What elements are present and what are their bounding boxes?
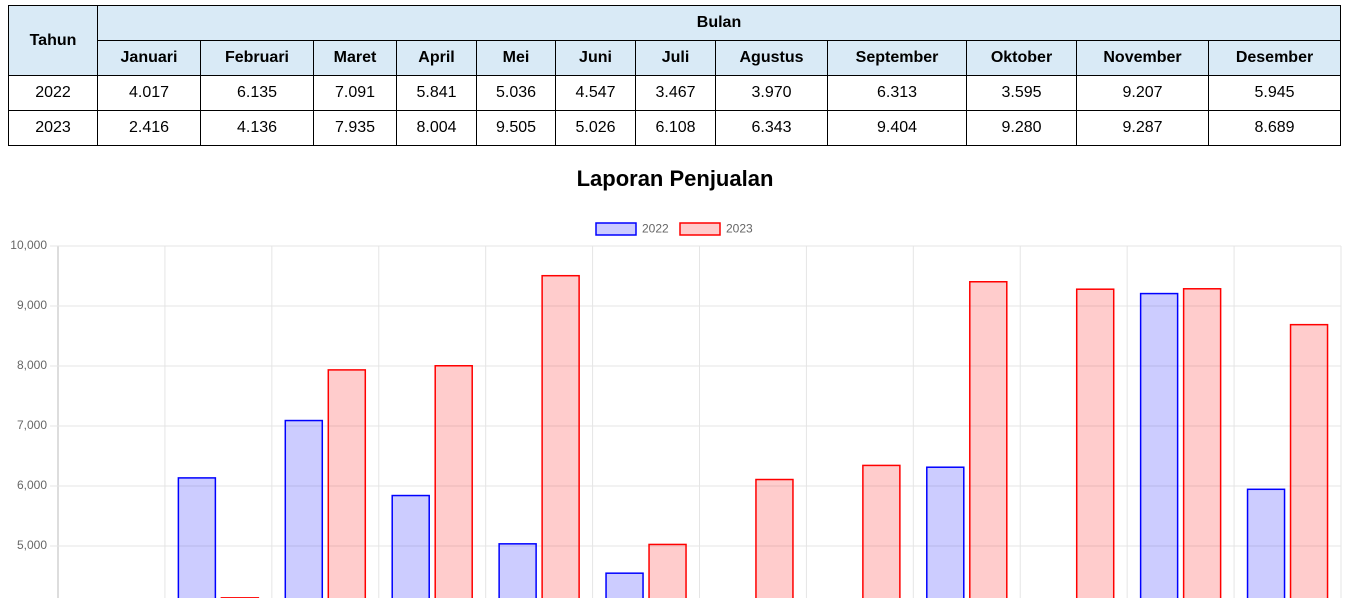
bar	[755, 478, 794, 598]
month-header: November	[1076, 40, 1209, 76]
y-tick-label: 9,000	[17, 298, 47, 312]
table-row: 2022 4.017 6.135 7.091 5.841 5.036 4.547 3.467 3…	[8, 75, 1341, 111]
y-tick-label: 7,000	[17, 418, 47, 432]
month-header: Juli	[635, 40, 716, 76]
bar	[1246, 488, 1286, 598]
bar	[1182, 288, 1222, 598]
bar	[434, 365, 473, 598]
y-tick-label: 8,000	[17, 358, 47, 372]
month-header: April	[396, 40, 477, 76]
value-cell: 5.026	[555, 110, 636, 146]
month-header: Agustus	[715, 40, 828, 76]
value-cell: 6.135	[200, 75, 314, 111]
month-header: September	[827, 40, 967, 76]
bar	[327, 369, 367, 598]
legend-swatch	[595, 222, 637, 236]
value-cell: 5.036	[476, 75, 556, 111]
y-tick-label: 5,000	[17, 538, 47, 552]
bar	[1289, 323, 1329, 598]
month-header: Maret	[313, 40, 397, 76]
month-header: Oktober	[966, 40, 1077, 76]
value-cell: 8.004	[396, 110, 477, 146]
legend-label: 2023	[726, 222, 753, 236]
month-header: Januari	[97, 40, 201, 76]
value-cell: 9.207	[1076, 75, 1209, 111]
value-cell: 4.136	[200, 110, 314, 146]
value-cell: 5.841	[396, 75, 477, 111]
y-tick-label: 10,000	[10, 238, 47, 252]
value-cell: 5.945	[1208, 75, 1341, 111]
month-group-header: Bulan	[97, 5, 1341, 41]
month-header: Desember	[1208, 40, 1341, 76]
bar	[498, 543, 537, 598]
value-cell: 3.595	[966, 75, 1077, 111]
year-cell: 2022	[8, 75, 98, 111]
value-cell: 4.547	[555, 75, 636, 111]
year-header: Tahun	[8, 5, 98, 76]
bar	[177, 477, 217, 598]
bar	[648, 543, 687, 598]
y-tick-label: 6,000	[17, 478, 47, 492]
legend-label: 2022	[642, 222, 669, 236]
value-cell: 9.287	[1076, 110, 1209, 146]
year-cell: 2023	[8, 110, 98, 146]
bar	[284, 419, 324, 598]
bar	[605, 572, 644, 598]
value-cell: 9.404	[827, 110, 967, 146]
value-cell: 6.343	[715, 110, 828, 146]
chart: Laporan Penjualan 5,000 6,000 7,000 8,000 9,…	[10, 166, 1342, 598]
bar	[391, 494, 430, 598]
bar	[862, 464, 901, 598]
value-cell: 6.108	[635, 110, 716, 146]
month-header: Juni	[555, 40, 636, 76]
value-cell: 4.017	[97, 75, 201, 111]
value-cell: 7.091	[313, 75, 397, 111]
bar	[1075, 288, 1115, 598]
value-cell: 9.505	[476, 110, 556, 146]
legend-swatch	[679, 222, 721, 236]
value-cell: 3.970	[715, 75, 828, 111]
value-cell: 2.416	[97, 110, 201, 146]
value-cell: 7.935	[313, 110, 397, 146]
sales-table: Tahun Bulan Januari Februari Maret April Mei…	[8, 5, 1341, 146]
value-cell: 8.689	[1208, 110, 1341, 146]
bar	[1139, 292, 1179, 598]
bar	[969, 281, 1008, 598]
value-cell: 3.467	[635, 75, 716, 111]
chart-title: Laporan Penjualan	[577, 166, 774, 191]
bar	[541, 274, 580, 598]
bar	[926, 466, 965, 598]
month-header: Mei	[476, 40, 556, 76]
value-cell: 6.313	[827, 75, 967, 111]
month-header: Februari	[200, 40, 314, 76]
table-row: 2023 2.416 4.136 7.935 8.004 9.505 5.026 6.108 6…	[8, 110, 1341, 146]
value-cell: 9.280	[966, 110, 1077, 146]
